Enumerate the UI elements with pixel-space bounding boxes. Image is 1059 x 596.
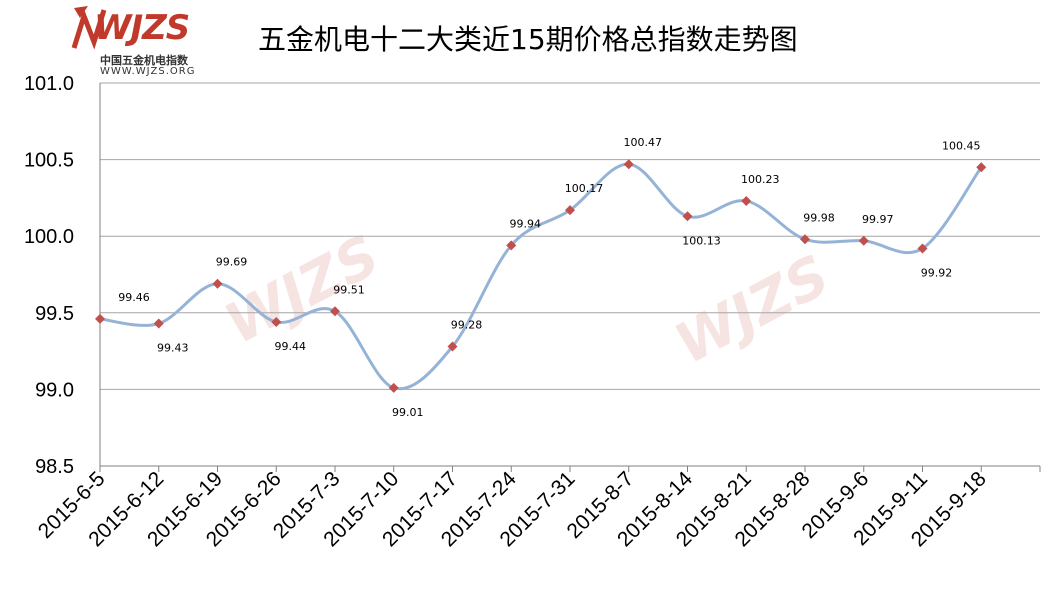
data-label: 99.43 [157, 342, 189, 355]
data-point [212, 278, 223, 289]
data-label: 100.47 [624, 136, 663, 149]
data-label: 99.28 [451, 319, 483, 332]
logo-url: WWW.WJZS.ORG [100, 66, 196, 77]
data-point [976, 162, 987, 173]
y-tick-label: 100.5 [24, 150, 74, 172]
data-label: 99.92 [921, 266, 953, 279]
data-label: 99.01 [392, 406, 424, 419]
data-point [388, 382, 399, 393]
y-axis-ticks: 98.5 99.0 99.5 100.0 100.5 101.0 [24, 73, 74, 478]
logo-text: WJZS [94, 8, 190, 48]
data-point [623, 159, 634, 170]
data-label: 99.97 [862, 213, 894, 226]
data-markers [95, 159, 987, 393]
logo-subtitle: 中国五金机电指数 [100, 54, 188, 67]
arrow-logo-icon [71, 6, 107, 50]
data-point [858, 235, 869, 246]
data-point [271, 316, 282, 327]
y-tick-label: 100.0 [24, 226, 74, 248]
data-point [95, 313, 105, 324]
data-point [741, 195, 752, 206]
data-point [447, 341, 458, 352]
y-tick-label: 101.0 [24, 73, 74, 95]
data-label: 99.94 [510, 217, 542, 230]
y-tick-label: 98.5 [35, 456, 74, 478]
data-label: 99.44 [275, 340, 307, 353]
data-label: 100.45 [942, 139, 981, 152]
y-tick-label: 99.5 [35, 303, 74, 325]
data-label: 100.17 [565, 182, 604, 195]
axes [99, 83, 1041, 472]
data-point [917, 243, 928, 254]
x-axis-ticks: 2015-6-52015-6-122015-6-192015-6-262015-… [34, 467, 991, 551]
data-point [153, 318, 164, 329]
data-label: 100.23 [741, 173, 780, 186]
data-label: 99.46 [118, 291, 150, 304]
data-label: 99.51 [333, 283, 365, 296]
data-point [682, 211, 693, 222]
data-label: 100.13 [682, 234, 721, 247]
grid-lines [100, 82, 1040, 390]
logo: WJZS 中国五金机电指数 WWW.WJZS.ORG [70, 2, 210, 80]
chart-title: 五金机电十二大类近15期价格总指数走势图 [258, 23, 798, 56]
data-label: 99.69 [216, 256, 248, 269]
data-labels: 99.46 99.43 99.69 99.44 99.51 99.01 99.28 99.94… [118, 136, 980, 419]
data-point [330, 306, 340, 317]
y-tick-label: 99.0 [35, 379, 74, 401]
data-label: 99.98 [803, 211, 835, 224]
data-point [506, 240, 517, 251]
series-line [99, 162, 983, 391]
data-point [800, 234, 810, 245]
data-point [565, 205, 575, 216]
